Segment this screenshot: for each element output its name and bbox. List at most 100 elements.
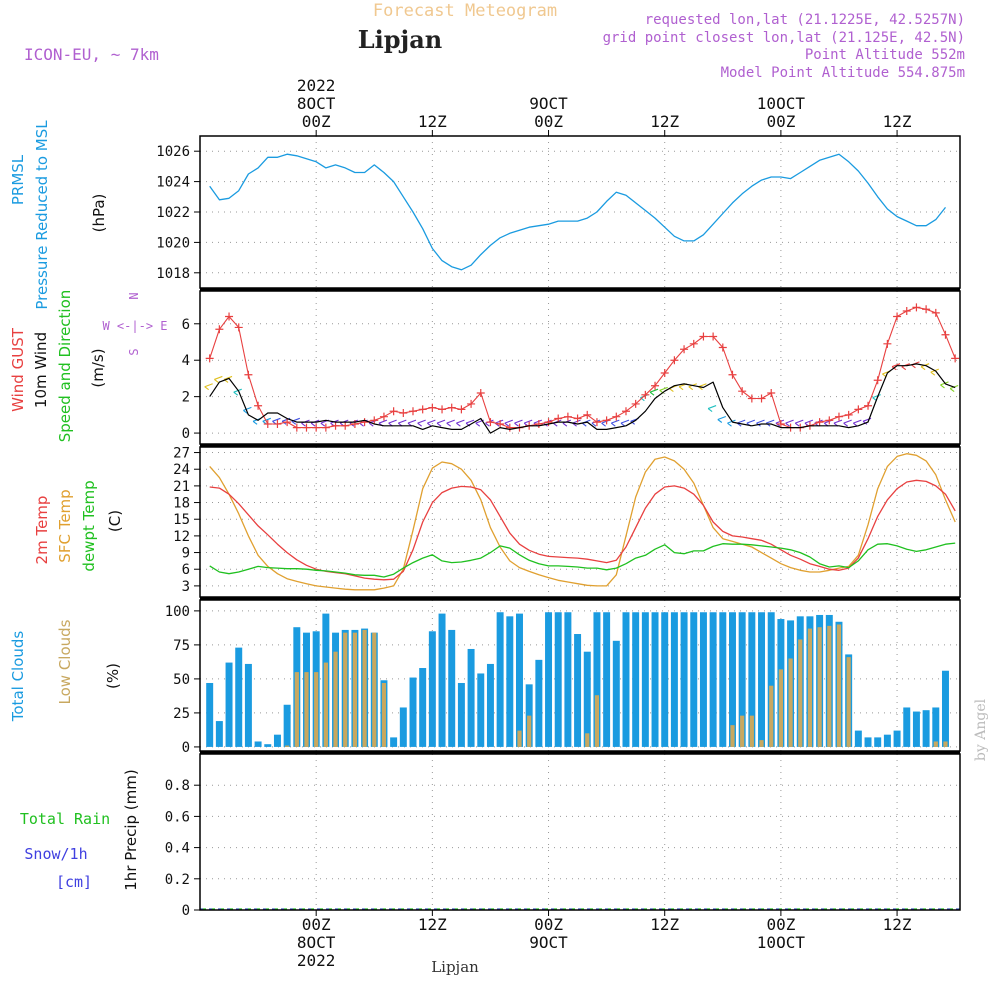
- wind-barb: [436, 419, 446, 424]
- wind-barb-head: [649, 391, 655, 396]
- low-clouds-bar: [817, 627, 822, 747]
- total-clouds-bar: [651, 612, 659, 747]
- location-title: Lipjan: [358, 25, 442, 54]
- wind-barb: [388, 419, 397, 424]
- low-clouds-bar: [517, 730, 522, 747]
- wind-gust-line: [209, 306, 956, 429]
- wind-barb: [456, 419, 465, 424]
- low-clouds-bar: [304, 672, 309, 747]
- total-clouds-bar: [235, 647, 243, 747]
- low-clouds-bar: [343, 632, 348, 747]
- dewpt-label: dewpt Temp: [80, 480, 98, 571]
- wind-gust-marker: [854, 405, 863, 414]
- wind-barb-head: [446, 422, 452, 427]
- total-clouds-bar: [428, 631, 436, 747]
- total-clouds-bar: [206, 682, 214, 747]
- wind-gust-marker: [467, 399, 476, 408]
- wind-barb-head: [504, 422, 510, 427]
- total-clouds-bar: [912, 711, 920, 747]
- wind-gust-marker: [651, 381, 660, 390]
- low-clouds-bar: [798, 639, 803, 747]
- wind-gust-marker: [776, 419, 785, 428]
- total-clouds-bar: [758, 612, 766, 747]
- wind-barb-head: [233, 391, 239, 396]
- tick-label-y: 0: [182, 426, 190, 442]
- tick-label-y: 18: [173, 496, 190, 512]
- low-clouds-bar: [827, 625, 832, 747]
- total-clouds-bar: [699, 612, 707, 747]
- wind-gust-marker: [583, 410, 592, 419]
- total-clouds-bar: [941, 670, 949, 747]
- wind-gust-marker: [728, 370, 737, 379]
- compass-south: S: [127, 348, 141, 355]
- wind-gust-marker: [941, 330, 950, 339]
- tick-label-y: 1024: [156, 175, 190, 191]
- wind-barb: [262, 417, 271, 422]
- low-clouds-bar: [846, 657, 851, 747]
- wind-barb: [756, 419, 765, 424]
- total-clouds-bar: [874, 737, 882, 747]
- total-clouds-bar: [583, 651, 591, 747]
- wind-gust-marker: [738, 387, 747, 396]
- wind-gust-marker: [428, 403, 437, 412]
- total-clouds-bar: [215, 721, 223, 747]
- time-label-top: 8OCT: [297, 94, 336, 113]
- wind-gust-marker: [534, 419, 543, 428]
- wind-barb-head: [920, 366, 926, 371]
- t2m-label: 2m Temp: [33, 496, 51, 565]
- wind-gust-marker: [205, 354, 214, 363]
- time-label-top: 00Z: [766, 112, 795, 131]
- tick-label-y: 9: [182, 546, 190, 562]
- wind-gust-marker: [254, 401, 263, 410]
- tick-label-y: 3: [182, 579, 190, 595]
- total-clouds-bar: [496, 612, 504, 747]
- footer-location: Lipjan: [431, 958, 479, 976]
- wind-barb: [243, 406, 252, 411]
- wind-barb: [853, 419, 862, 424]
- wind-gust-marker: [621, 407, 630, 416]
- total-clouds-bar: [477, 673, 485, 747]
- low-clouds-bar: [933, 741, 938, 747]
- total-clouds-bar: [574, 634, 582, 747]
- requested-coords: requested lon,lat (21.1225E, 42.5257N): [645, 12, 965, 28]
- low-clouds-bar: [585, 733, 590, 747]
- total-clouds-bar: [893, 730, 901, 747]
- precip-unit: 1hr Precip (mm): [122, 769, 140, 890]
- tick-label-y: 12: [173, 529, 190, 545]
- wind-barb-head: [475, 422, 481, 427]
- tick-label-y: 1020: [156, 235, 190, 251]
- total-clouds-bar: [545, 612, 553, 747]
- total-clouds-bar: [864, 737, 872, 747]
- wind-gust-marker: [447, 403, 456, 412]
- wind-barb-head: [436, 422, 442, 427]
- wind-gust-marker: [263, 419, 272, 428]
- wind-barb: [417, 419, 426, 424]
- total-clouds-bar: [438, 613, 446, 747]
- wind-gust-marker: [225, 312, 234, 321]
- time-label-bottom: 00Z: [534, 915, 563, 934]
- wind-barb: [427, 419, 436, 424]
- total-clouds-bar: [283, 704, 291, 747]
- low-clouds-bar: [362, 629, 367, 747]
- panel-frame: [199, 753, 961, 911]
- wind-barb-head: [940, 384, 945, 389]
- wind-barb: [514, 419, 523, 424]
- wind-barb: [494, 419, 504, 424]
- time-label-bottom: 8OCT: [297, 933, 336, 952]
- low-clouds-bar: [759, 740, 764, 747]
- wind-gust-label: Wind GUST: [9, 327, 27, 412]
- wind-barb-head: [678, 386, 684, 391]
- low-clouds-bar: [788, 658, 793, 747]
- wind-gust-marker: [418, 405, 427, 414]
- wind-barb-head: [688, 386, 694, 391]
- wind-barb-head: [581, 422, 587, 427]
- temp-unit: (C): [106, 510, 124, 532]
- low-clouds-bar: [943, 741, 948, 747]
- wind-gust-marker: [602, 416, 611, 425]
- total-clouds-bar: [767, 612, 775, 747]
- wind-gust-marker: [912, 303, 921, 312]
- wind-gust-marker: [360, 418, 369, 427]
- time-label-bottom: 00Z: [766, 915, 795, 934]
- wind-barb: [843, 419, 852, 424]
- total-clouds-bar: [390, 737, 398, 747]
